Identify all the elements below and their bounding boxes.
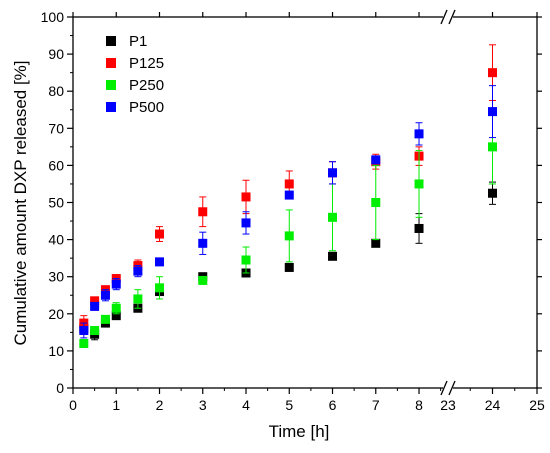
y-tick-label: 90 bbox=[48, 46, 64, 62]
axis-break-gap bbox=[443, 381, 453, 395]
y-axis-title: Cumulative amount DXP released [%] bbox=[11, 60, 30, 345]
series-P500 bbox=[79, 85, 497, 339]
data-point bbox=[284, 179, 294, 189]
x-tick-label: 4 bbox=[242, 397, 250, 413]
y-tick-label: 50 bbox=[48, 195, 64, 211]
data-point bbox=[488, 107, 497, 117]
data-point bbox=[155, 283, 165, 293]
data-point bbox=[284, 190, 294, 200]
legend-label-P1: P1 bbox=[129, 33, 147, 50]
data-point bbox=[133, 294, 143, 304]
y-tick-label: 30 bbox=[48, 269, 64, 285]
legend-marker-P500 bbox=[106, 102, 116, 112]
data-point bbox=[414, 223, 424, 233]
legend-marker-P1 bbox=[106, 36, 116, 46]
data-point bbox=[488, 188, 497, 198]
data-point bbox=[90, 325, 100, 335]
x-tick-label: 1 bbox=[112, 397, 120, 413]
data-point bbox=[241, 192, 251, 202]
legend: P1 P125 P250 P500 bbox=[106, 33, 164, 116]
axis-break bbox=[440, 9, 456, 396]
data-point bbox=[414, 179, 424, 189]
data-point bbox=[100, 290, 110, 300]
data-point bbox=[284, 231, 294, 241]
legend-label-P500: P500 bbox=[129, 99, 164, 116]
legend-marker-P125 bbox=[106, 58, 116, 68]
axis-break-slash bbox=[440, 9, 448, 25]
data-point bbox=[371, 155, 381, 165]
x-tick-label: 8 bbox=[415, 397, 423, 413]
plot-border bbox=[72, 16, 538, 389]
y-tick-label: 80 bbox=[48, 83, 64, 99]
data-point bbox=[155, 229, 165, 239]
data-point bbox=[284, 262, 294, 272]
data-point bbox=[198, 275, 208, 285]
x-tick-label: 23 bbox=[440, 397, 456, 413]
legend-label-P250: P250 bbox=[129, 77, 164, 94]
data-point bbox=[79, 325, 89, 335]
data-point bbox=[90, 296, 100, 306]
legend-label-P125: P125 bbox=[129, 55, 164, 72]
series-P1 bbox=[79, 181, 497, 341]
series-P250 bbox=[79, 109, 497, 348]
data-point bbox=[111, 303, 121, 313]
data-point bbox=[155, 257, 165, 267]
x-tick-label: 24 bbox=[485, 397, 501, 413]
data-point bbox=[371, 198, 381, 207]
data-point bbox=[328, 168, 338, 178]
x-tick-label: 0 bbox=[69, 397, 77, 413]
data-point bbox=[414, 129, 424, 139]
y-tick-label: 70 bbox=[48, 120, 64, 136]
data-point bbox=[111, 279, 121, 289]
data-point bbox=[111, 311, 121, 321]
axis-break-slash bbox=[440, 380, 448, 396]
data-point bbox=[328, 212, 338, 222]
data-point bbox=[90, 301, 100, 311]
data-point bbox=[488, 142, 497, 152]
data-point bbox=[198, 207, 208, 217]
data-series bbox=[79, 44, 497, 348]
y-tick-label: 40 bbox=[48, 232, 64, 248]
x-axis-title: Time [h] bbox=[269, 422, 330, 441]
data-point bbox=[79, 338, 89, 348]
data-point bbox=[241, 255, 251, 265]
data-point bbox=[198, 238, 208, 248]
axis-break-gap bbox=[443, 10, 453, 24]
x-tick-label: 3 bbox=[199, 397, 207, 413]
data-point bbox=[328, 251, 338, 261]
y-tick-label: 60 bbox=[48, 157, 64, 173]
legend-marker-P250 bbox=[106, 80, 116, 90]
data-point bbox=[100, 314, 110, 324]
data-point bbox=[371, 238, 381, 248]
data-point bbox=[488, 68, 497, 78]
x-tick-label: 7 bbox=[372, 397, 380, 413]
y-tick-label: 100 bbox=[41, 9, 65, 25]
data-point bbox=[133, 266, 143, 276]
x-tick-label: 2 bbox=[156, 397, 164, 413]
x-tick-label: 25 bbox=[529, 397, 545, 413]
plot-frame bbox=[72, 16, 538, 389]
x-tick-label: 5 bbox=[285, 397, 293, 413]
data-point bbox=[241, 218, 251, 228]
y-tick-label: 20 bbox=[48, 306, 64, 322]
axis-break-slash bbox=[448, 380, 456, 396]
y-tick-label: 0 bbox=[56, 380, 64, 396]
axis-break-slash bbox=[448, 9, 456, 25]
y-tick-label: 10 bbox=[48, 343, 64, 359]
x-tick-label: 6 bbox=[329, 397, 337, 413]
